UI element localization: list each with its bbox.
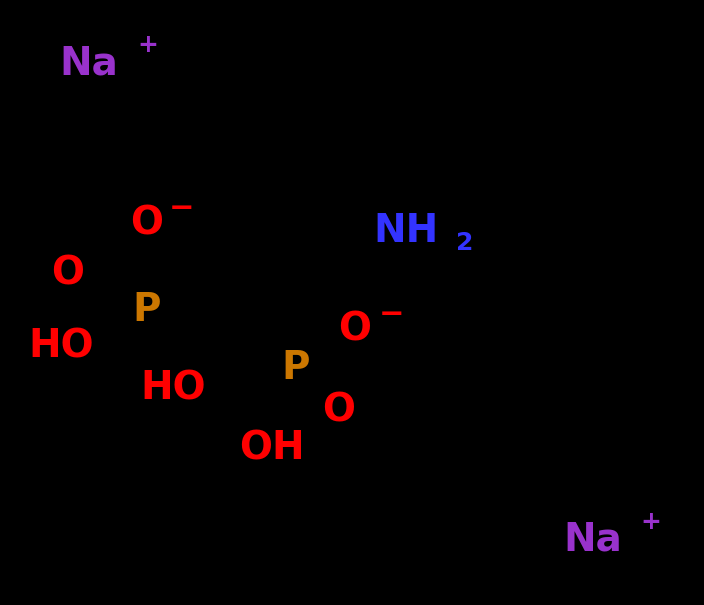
Text: O: O [130, 205, 163, 243]
Text: O: O [51, 255, 84, 292]
Text: O: O [322, 391, 356, 429]
Text: +: + [137, 33, 158, 57]
Text: +: + [641, 509, 662, 534]
Text: P: P [132, 291, 161, 329]
Text: NH: NH [373, 212, 439, 250]
Text: Na: Na [60, 45, 118, 82]
Text: HO: HO [141, 370, 206, 407]
Text: OH: OH [239, 430, 305, 468]
Text: P: P [282, 349, 310, 387]
Text: Na: Na [563, 521, 622, 558]
Text: −: − [379, 300, 404, 329]
Text: 2: 2 [456, 231, 474, 255]
Text: −: − [169, 194, 194, 223]
Text: HO: HO [28, 327, 94, 365]
Text: O: O [338, 311, 371, 348]
